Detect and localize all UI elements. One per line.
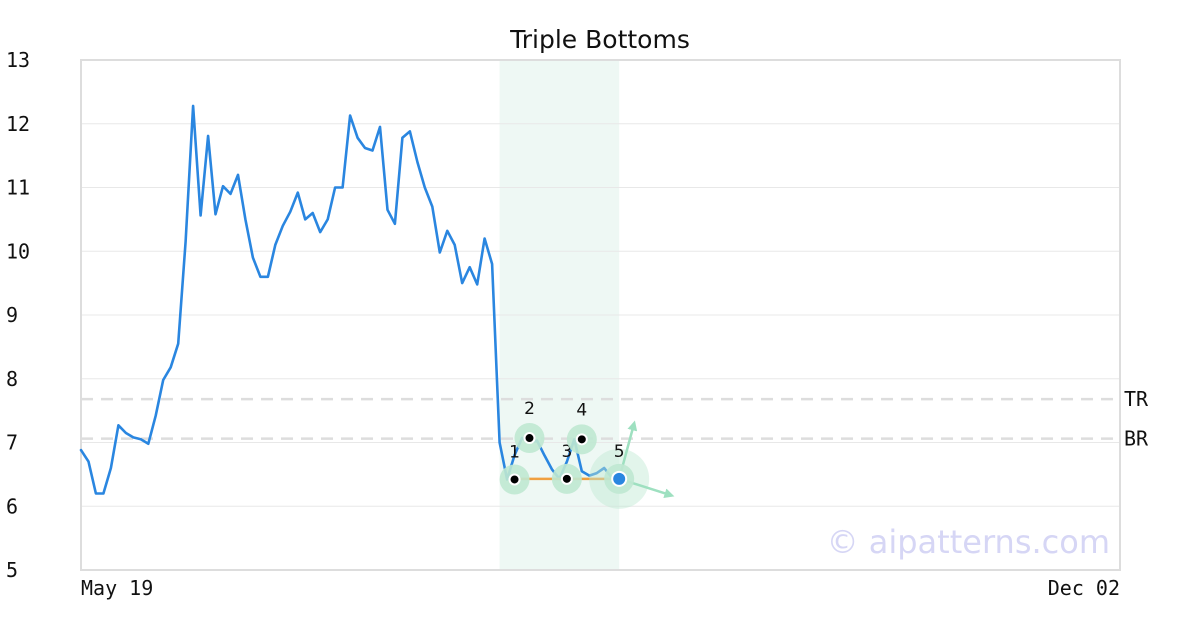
level-layer xyxy=(81,397,1120,440)
plot-frame xyxy=(80,59,1121,571)
level-label-br: BR xyxy=(1124,427,1149,451)
pivot-label-1: 1 xyxy=(509,442,520,462)
pivot-point-1 xyxy=(508,473,521,486)
y-tick-label: 6 xyxy=(6,494,18,518)
y-tick-label: 9 xyxy=(6,303,18,327)
pivot-point-2 xyxy=(523,432,536,445)
level-label-tr: TR xyxy=(1124,387,1149,411)
y-tick-label: 10 xyxy=(6,239,30,263)
pivot-label-4: 4 xyxy=(576,400,587,420)
pivot-label-3: 3 xyxy=(561,442,572,462)
pivot-point-3 xyxy=(560,472,573,485)
y-tick-label: 7 xyxy=(6,431,18,455)
y-tick-label: 5 xyxy=(6,558,18,582)
y-tick-label: 13 xyxy=(6,48,30,72)
chart-title: Triple Bottoms xyxy=(509,25,690,54)
y-tick-label: 12 xyxy=(6,112,30,136)
pivot-label-2: 2 xyxy=(524,399,535,419)
grid-layer xyxy=(81,123,1120,507)
pattern-layer: 1 2 3 4 5 xyxy=(499,399,675,509)
x-tick-label-start: May 19 xyxy=(81,576,153,600)
y-tick-label: 8 xyxy=(6,367,18,391)
pivot-point-4 xyxy=(575,433,588,446)
frame-layer xyxy=(80,59,1121,571)
pivot-point-5 xyxy=(611,470,628,487)
pivot-label-5: 5 xyxy=(614,442,625,462)
watermark: © aipatterns.com xyxy=(827,523,1110,561)
x-tick-label-end: Dec 02 xyxy=(1048,576,1120,600)
y-tick-label: 11 xyxy=(6,176,30,200)
